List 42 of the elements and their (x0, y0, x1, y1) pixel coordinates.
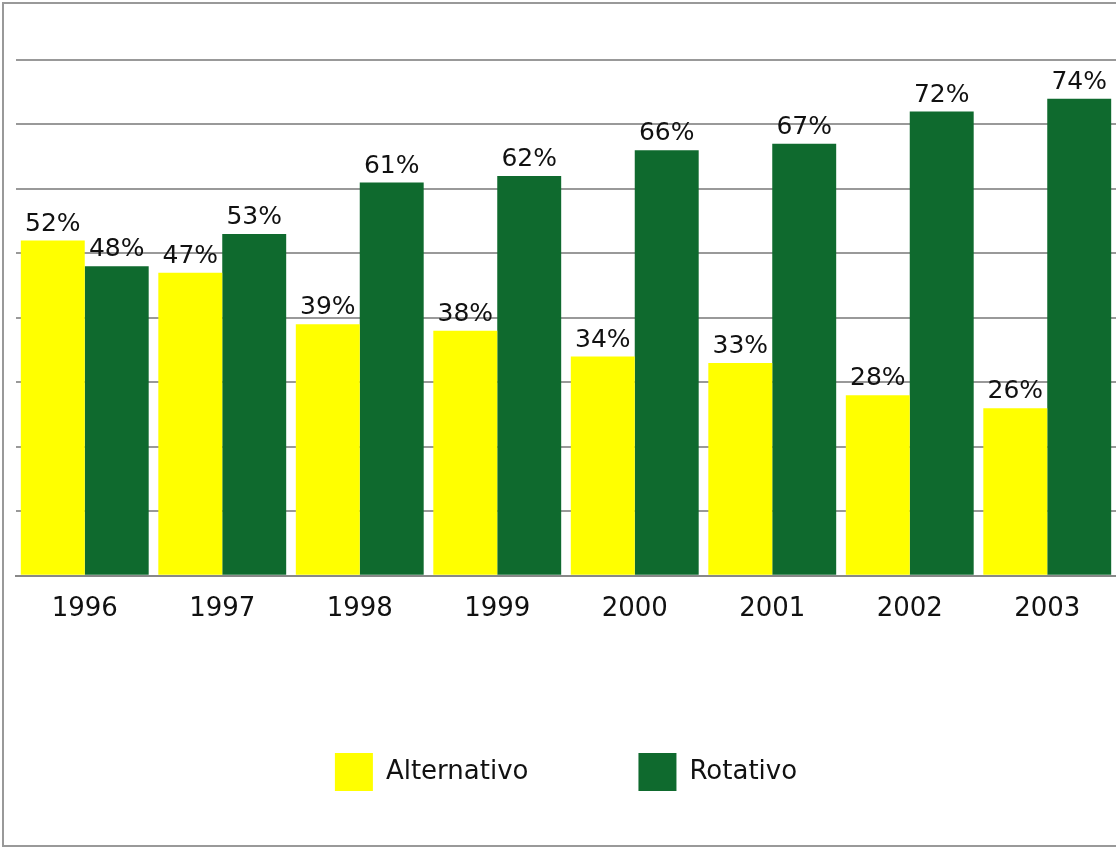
x-tick-label: 1998 (326, 592, 393, 623)
data-label: 52% (24, 207, 81, 237)
data-label: 26% (987, 375, 1044, 405)
bar (909, 111, 974, 575)
data-label: 39% (299, 291, 356, 321)
bar (295, 324, 360, 575)
legend-label: Alternativo (385, 754, 529, 785)
x-tick-label: 2000 (601, 592, 668, 623)
bar (497, 176, 562, 575)
bar (359, 182, 424, 575)
data-label: 48% (88, 233, 145, 263)
data-label: 61% (363, 149, 420, 179)
bar (433, 330, 498, 575)
bar (20, 240, 85, 575)
data-label: 66% (638, 117, 695, 147)
bar (634, 150, 699, 575)
x-tick-label: 1996 (51, 592, 118, 623)
data-label: 33% (712, 330, 769, 360)
bar (983, 408, 1048, 575)
data-label: 38% (437, 297, 494, 327)
bar (772, 143, 837, 575)
legend-label: Rotativo (689, 754, 798, 785)
x-tick-label: 2001 (739, 592, 806, 623)
data-label: 74% (1051, 65, 1108, 95)
bar (222, 234, 287, 575)
data-label: 72% (913, 78, 970, 108)
data-label: 53% (226, 201, 283, 231)
data-label: 67% (776, 110, 833, 140)
x-tick-label: 1997 (189, 592, 256, 623)
bar (158, 272, 223, 575)
data-label: 47% (162, 239, 219, 269)
bar (570, 356, 635, 575)
x-tick-label: 2003 (1014, 592, 1081, 623)
bar (1047, 98, 1112, 575)
data-label: 34% (574, 323, 631, 353)
bar (708, 363, 773, 575)
data-label: 62% (501, 143, 558, 173)
x-tick-label: 1999 (464, 592, 531, 623)
x-tick-label: 2002 (876, 592, 943, 623)
bar (845, 395, 910, 575)
bar (84, 266, 149, 575)
data-label: 28% (849, 362, 906, 392)
